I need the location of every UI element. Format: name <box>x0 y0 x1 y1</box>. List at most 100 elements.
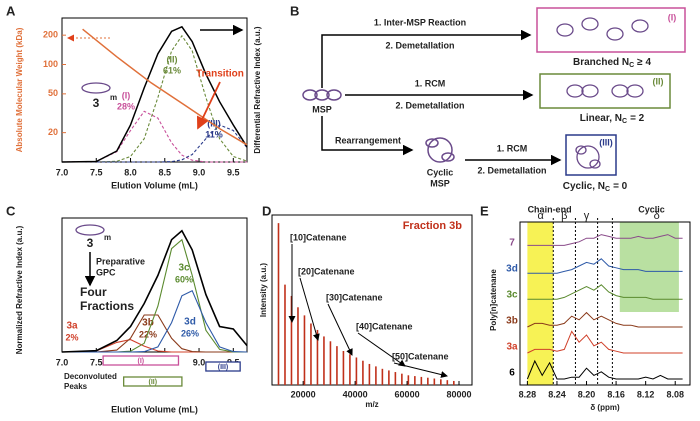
panel-label: C <box>6 203 16 218</box>
arrow <box>393 362 448 378</box>
x-tick-label: 60000 <box>395 389 420 399</box>
product-label: Branched NC ≥ 4 <box>573 57 651 69</box>
chart-title: Fraction 3b <box>403 220 463 232</box>
data-line <box>61 25 248 163</box>
group-header: Cyclic <box>638 204 665 214</box>
arrow <box>357 332 406 367</box>
x-tick-label: 7.5 <box>90 167 103 177</box>
x-axis-label: δ (ppm) <box>590 403 620 412</box>
annotation: [20]Catenane <box>298 266 355 276</box>
y-tick-label: 50 <box>48 88 58 98</box>
text: Cyclic, N <box>563 181 605 192</box>
data-line <box>527 258 683 274</box>
data-line <box>62 289 248 353</box>
tail: ≥ 4 <box>637 57 651 68</box>
x-tick-label: 8.5 <box>159 167 172 177</box>
sub: C <box>629 62 634 69</box>
series-name: (II) <box>167 54 178 64</box>
series-name: 3d <box>184 317 196 328</box>
x-tick-label: 7.5 <box>90 357 103 367</box>
plot-frame <box>61 217 248 353</box>
molecule-icon <box>75 224 105 236</box>
text: Branched N <box>573 57 629 68</box>
tail: = 2 <box>630 113 645 124</box>
x-tick-label: 9.0 <box>193 167 206 177</box>
series-name: 3a <box>66 321 78 332</box>
group-label: β <box>561 210 567 222</box>
x-tick-label: 8.08 <box>666 389 684 399</box>
y-axis-label: Absolute Molecular Weight (kDa) <box>15 27 24 152</box>
product-box <box>536 7 686 53</box>
step-label: 2. Demetallation <box>385 40 454 50</box>
msp-icon <box>302 89 342 101</box>
plot-frame <box>519 221 691 386</box>
molecule-icon <box>81 82 111 94</box>
note: Four <box>80 285 107 299</box>
series-label: 60% <box>175 274 193 284</box>
product-tag: (I) <box>668 12 677 22</box>
note: Fractions <box>80 299 134 313</box>
data-line <box>62 34 248 163</box>
annotation: [50]Catenane <box>392 351 449 361</box>
molecule: 3 <box>93 96 100 110</box>
x-tick-label: 7.0 <box>56 167 69 177</box>
y-tick-label: 200 <box>43 30 58 40</box>
note: Deconvoluted <box>64 372 117 381</box>
sub: C <box>622 118 627 125</box>
data-line <box>62 124 248 163</box>
note: Preparative <box>96 256 145 266</box>
note: GPC <box>96 267 116 277</box>
data-line <box>61 229 248 353</box>
product-tag: (III) <box>599 137 613 147</box>
series-label: 11% <box>205 129 223 139</box>
product-icon <box>566 84 644 98</box>
annotation: [30]Catenane <box>326 292 383 302</box>
region-label: (II) <box>149 379 158 386</box>
x-tick-label: 8.20 <box>578 389 596 399</box>
arrow <box>299 277 320 341</box>
region <box>123 376 183 387</box>
series-name: (III) <box>207 118 221 128</box>
molecule: 3 <box>87 236 94 250</box>
region-label: (III) <box>218 364 229 371</box>
molecule-sub: m <box>110 93 117 102</box>
region <box>205 361 241 372</box>
y-axis-label: Intensity (a.u.) <box>259 263 268 318</box>
cyclic-msp-icon <box>425 137 455 163</box>
region <box>102 355 180 366</box>
x-tick-label: 80000 <box>446 389 471 399</box>
x-tick-label: 8.0 <box>124 167 137 177</box>
step-label: 2. Demetallation <box>395 100 464 110</box>
product-box <box>565 134 617 176</box>
step-label: 1. RCM <box>497 143 528 153</box>
x-tick-label: 8.16 <box>607 389 625 399</box>
product-box <box>539 73 671 109</box>
series-name: 3a <box>506 342 518 353</box>
data-line <box>527 234 683 246</box>
y-axis-label: Normalized Refractive Index (a.u.) <box>15 225 24 354</box>
arrow <box>196 81 221 130</box>
series-name: 3c <box>506 290 518 301</box>
x-tick-label: 8.12 <box>637 389 655 399</box>
y-tick-label: 100 <box>43 59 58 69</box>
data-line <box>526 359 683 380</box>
region-label: (I) <box>137 358 144 365</box>
x-tick-label: 8.28 <box>519 389 537 399</box>
series-label: 28% <box>117 101 135 111</box>
series-label: 2% <box>65 332 78 342</box>
series-name: 3b <box>506 316 518 327</box>
series-name: 3d <box>506 264 518 275</box>
product-label: Cyclic, NC = 0 <box>563 181 628 193</box>
product-tag: (II) <box>653 76 664 86</box>
product-label: Linear, NC = 2 <box>580 113 645 125</box>
note: Peaks <box>64 382 88 391</box>
step-label: Rearrangement <box>335 135 401 145</box>
plot-frame <box>61 17 248 163</box>
y2-axis-label: Differential Refractive Index (a.u.) <box>253 26 262 153</box>
series-name: 6 <box>509 368 515 379</box>
molecule-sub: m <box>104 233 111 242</box>
y-tick-label: 20 <box>48 127 58 137</box>
sub: C <box>605 186 610 193</box>
region <box>527 222 554 385</box>
